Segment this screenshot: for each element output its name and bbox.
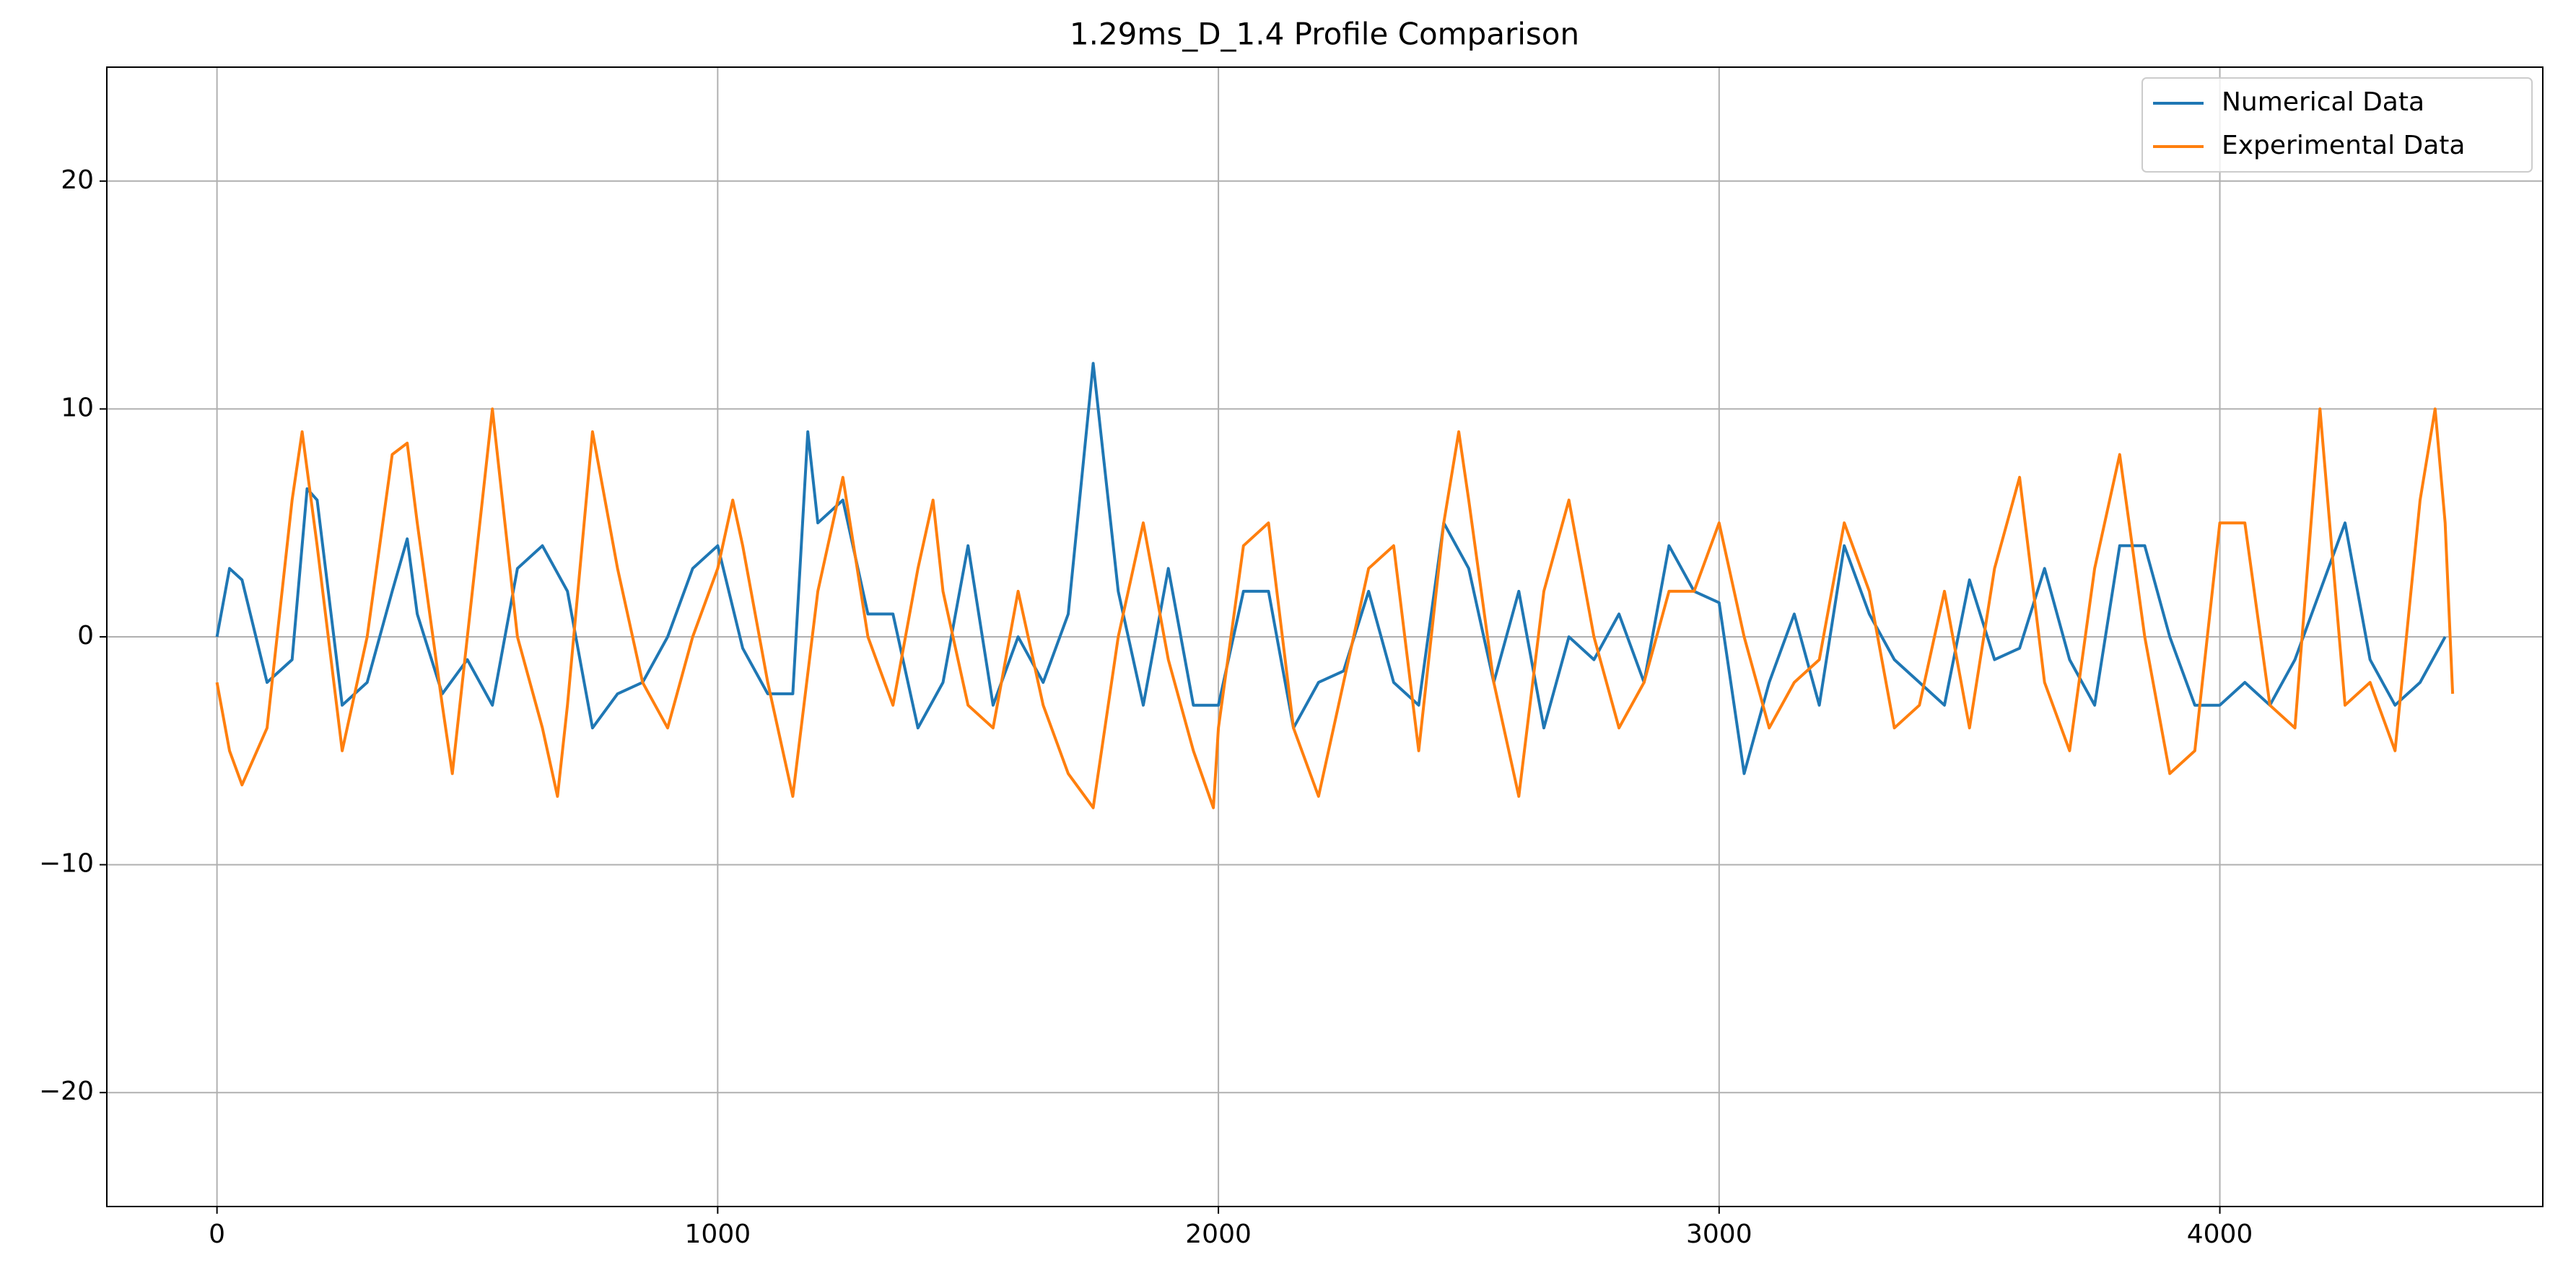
- y-tick-label: −10: [39, 849, 94, 879]
- x-tick-label: 3000: [1686, 1220, 1752, 1249]
- y-tick-label: 10: [61, 393, 94, 422]
- chart-title: 1.29ms_D_1.4 Profile Comparison: [1070, 17, 1579, 52]
- x-tick-label: 1000: [685, 1220, 751, 1249]
- legend-label: Numerical Data: [2222, 87, 2424, 117]
- plot-frame: [106, 66, 2544, 1207]
- y-tick-label: −20: [39, 1077, 94, 1106]
- legend-label: Experimental Data: [2222, 131, 2465, 160]
- y-tick-label: 20: [61, 165, 94, 195]
- data-line: [215, 362, 2447, 775]
- data-line: [215, 407, 2455, 809]
- legend-box: [2141, 77, 2533, 173]
- x-tick-label: 0: [209, 1220, 225, 1249]
- x-tick-label: 4000: [2187, 1220, 2253, 1249]
- x-tick-label: 2000: [1185, 1220, 1252, 1249]
- y-tick-label: 0: [77, 621, 94, 651]
